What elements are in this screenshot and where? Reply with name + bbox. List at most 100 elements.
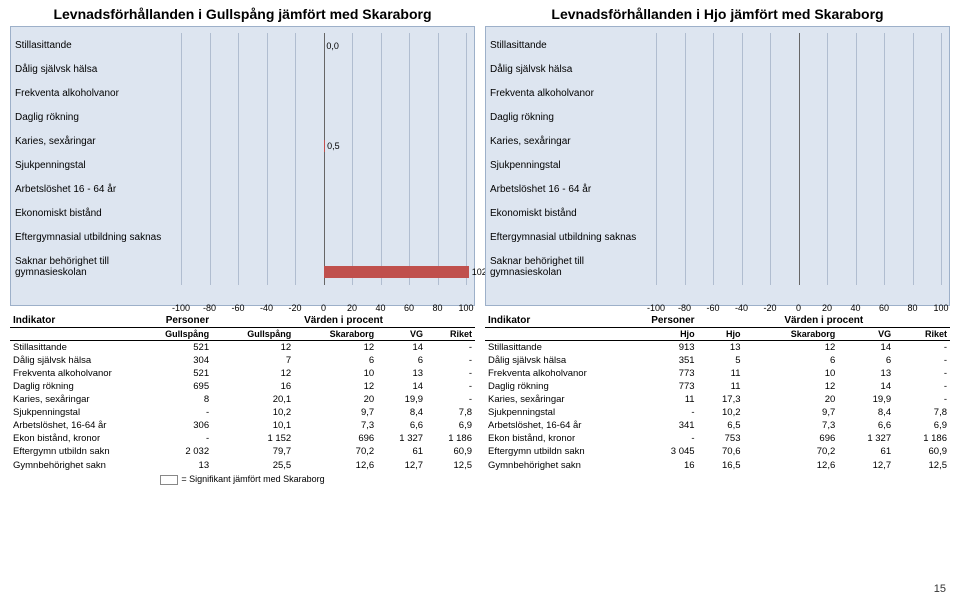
th-col: Hjo [605,328,698,341]
td-value: 19,9 [838,393,894,406]
td-value: 753 [698,432,744,445]
chart-bar [324,266,469,278]
td-value: 7,3 [744,419,839,432]
td-value: 7,8 [894,406,950,419]
chart-bar-label: 0,0 [326,41,339,51]
td-value: 20 [744,393,839,406]
th-col: Skaraborg [294,328,377,341]
td-indicator: Sjukpenningstal [485,406,605,419]
th-indikator: Indikator [485,314,605,328]
chart-right-ylabels: StillasittandeDålig självsk hälsaFrekven… [486,27,656,305]
td-value: - [894,380,950,393]
chart-row [181,159,466,184]
td-value: 12,7 [838,459,894,473]
chart-right: StillasittandeDålig självsk hälsaFrekven… [485,26,950,306]
td-indicator: Arbetslöshet, 16-64 år [485,419,605,432]
xaxis-tick: 20 [822,303,832,313]
td-value: 521 [130,341,212,355]
chart-left: StillasittandeDålig självsk hälsaFrekven… [10,26,475,306]
td-value: 12 [744,380,839,393]
td-value: 12 [294,380,377,393]
table-right-wrap: Indikator Personer Värden i procentHjoHj… [485,314,950,472]
chart-category-label: Sjukpenningstal [15,160,177,171]
td-value: 913 [605,341,698,355]
xaxis-tick: 80 [907,303,917,313]
td-value: 12,5 [894,459,950,473]
td-value: - [426,393,475,406]
td-value: 2 032 [130,445,212,459]
chart-category-label: Dålig självsk hälsa [15,64,177,75]
td-indicator: Frekventa alkoholvanor [10,367,130,380]
xaxis-tick: -20 [763,303,776,313]
xaxis-tick: 0 [321,303,326,313]
td-value: 16 [605,459,698,473]
td-indicator: Stillasittande [10,341,130,355]
chart-row [656,209,941,234]
xaxis-tick: -40 [260,303,273,313]
xaxis-tick: -20 [288,303,301,313]
td-value: 7,8 [426,406,475,419]
td-value: 6,9 [894,419,950,432]
chart-category-label: Arbetslöshet 16 - 64 år [490,184,652,195]
th-col: Riket [894,328,950,341]
td-value: 10,2 [698,406,744,419]
td-value: 14 [377,380,426,393]
td-indicator: Karies, sexåringar [485,393,605,406]
td-indicator: Daglig rökning [485,380,605,393]
chart-row: 102 [181,260,466,285]
chart-category-label: Karies, sexåringar [15,136,177,147]
td-value: - [426,367,475,380]
chart-row [656,159,941,184]
td-value: 304 [130,354,212,367]
xaxis-tick: -60 [706,303,719,313]
td-value: 6 [377,354,426,367]
chart-category-label: Daglig rökning [490,112,652,123]
significance-note: = Signifikant jämfört med Skaraborg [10,474,475,485]
th-values: Värden i procent [212,314,475,328]
chart-rows [656,33,941,285]
chart-row: 0,5 [181,134,466,159]
left-column: Levnadsförhållanden i Gullspång jämfört … [10,6,475,485]
td-value: 61 [838,445,894,459]
td-value: - [130,432,212,445]
td-value: 3 045 [605,445,698,459]
td-value: 79,7 [212,445,294,459]
td-value: 9,7 [744,406,839,419]
page-number: 15 [934,583,946,595]
td-value: 12 [212,341,294,355]
xaxis-tick: 80 [432,303,442,313]
chart-row [656,134,941,159]
chart-title-right: Levnadsförhållanden i Hjo jämfört med Sk… [485,6,950,22]
chart-category-label: Ekonomiskt bistånd [490,208,652,219]
chart-right-plot: -100-80-60-40-20020406080100 [656,27,949,305]
chart-row [181,235,466,260]
table-left-wrap: Indikator Personer Värden i procentGulls… [10,314,475,485]
td-value: 1 327 [838,432,894,445]
td-value: 14 [377,341,426,355]
xaxis-tick: -100 [647,303,665,313]
td-value: - [894,341,950,355]
td-indicator: Ekon bistånd, kronor [10,432,130,445]
th-col: Skaraborg [744,328,839,341]
xaxis-tick: 0 [796,303,801,313]
td-value: 11 [698,367,744,380]
td-value: 70,2 [744,445,839,459]
chart-row [656,83,941,108]
chart-category-label: Saknar behörighet till gymnasieskolan [15,256,177,278]
xaxis-tick: 40 [850,303,860,313]
td-value: 13 [838,367,894,380]
chart-category-label: Sjukpenningstal [490,160,652,171]
chart-category-label: Stillasittande [490,40,652,51]
chart-row [656,260,941,285]
td-indicator: Daglig rökning [10,380,130,393]
td-value: 19,9 [377,393,426,406]
chart-category-label: Karies, sexåringar [490,136,652,147]
td-value: 14 [838,380,894,393]
chart-category-label: Arbetslöshet 16 - 64 år [15,184,177,195]
td-value: 8,4 [377,406,426,419]
table-right: Indikator Personer Värden i procentHjoHj… [485,314,950,472]
xaxis-tick: 20 [347,303,357,313]
td-value: - [894,354,950,367]
td-indicator: Eftergymn utbildn sakn [10,445,130,459]
significance-text: = Signifikant jämfört med Skaraborg [181,474,324,484]
